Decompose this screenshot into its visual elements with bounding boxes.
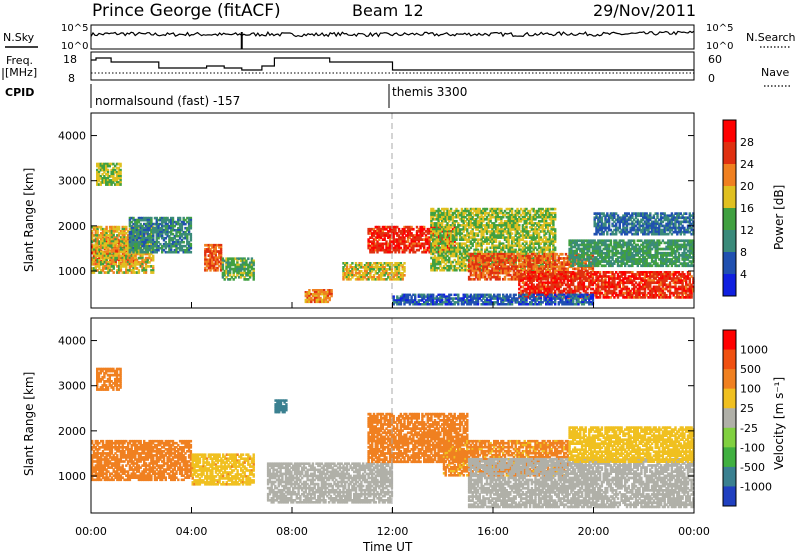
power-cell xyxy=(472,245,474,248)
power-cell xyxy=(452,242,454,245)
noise-right-tick-bottom: 10^0 xyxy=(706,41,733,52)
power-cell xyxy=(183,241,185,244)
power-cell xyxy=(190,251,192,254)
power-cell xyxy=(554,240,556,243)
noise-trace xyxy=(91,31,694,49)
power-cell xyxy=(113,271,115,274)
power-cell xyxy=(190,247,192,250)
power-cell xyxy=(489,259,491,262)
freq-trace xyxy=(91,58,694,73)
power-cell xyxy=(247,257,249,260)
cpid-label: CPID xyxy=(5,86,34,99)
noise-sky-line xyxy=(91,31,694,36)
freq-tick-bottom: 8 xyxy=(68,72,75,85)
power-cell xyxy=(477,234,479,237)
power-cell xyxy=(403,270,405,273)
power-cell xyxy=(402,278,404,281)
power-cell xyxy=(554,249,556,252)
beam-title: Beam 12 xyxy=(352,1,424,20)
freq-step-line xyxy=(91,58,694,70)
power-cell xyxy=(119,165,121,168)
cpid-mode-themis: themis 3300 xyxy=(392,85,467,99)
freq-label-line2: [MHz] xyxy=(5,66,37,79)
noise-search-label: N.Search xyxy=(746,31,796,44)
nave-label: Nave xyxy=(761,66,789,79)
power-cell xyxy=(403,262,405,265)
power-cell xyxy=(138,271,140,274)
power-cell xyxy=(253,278,255,281)
freq-tick-top: 18 xyxy=(63,53,77,66)
power-cell xyxy=(515,259,517,262)
noise-right-tick-top: 10^5 xyxy=(706,23,733,34)
noise-left-tick-top: 10^5 xyxy=(61,23,88,34)
power-cell xyxy=(119,183,121,186)
power-cell xyxy=(498,278,500,281)
noise-panel-frame xyxy=(91,25,694,49)
power-cell xyxy=(561,253,563,256)
date-title: 29/Nov/2011 xyxy=(593,1,696,20)
power-cell xyxy=(152,271,154,274)
power-cell xyxy=(486,208,488,211)
station-title: Prince George (fitACF) xyxy=(92,1,281,21)
power-cell xyxy=(190,227,192,230)
power-cell xyxy=(145,271,147,274)
power-cell xyxy=(403,274,405,277)
noise-left-tick-bottom: 10^0 xyxy=(61,41,88,52)
power-cell xyxy=(504,278,506,281)
power-cell xyxy=(253,264,255,267)
cpid-mode-normalsound: normalsound (fast) -157 xyxy=(95,94,240,108)
power-cell xyxy=(330,295,332,298)
power-cell xyxy=(190,239,192,242)
power-cell xyxy=(351,262,353,265)
power-cell xyxy=(533,279,535,282)
power-cell xyxy=(116,240,118,243)
nave-tick-bottom: 0 xyxy=(708,72,715,85)
power-cell xyxy=(398,251,400,254)
power-cell xyxy=(412,228,414,231)
power-cell xyxy=(495,240,497,243)
power-cell xyxy=(152,259,154,262)
nave-tick-top: 60 xyxy=(708,53,722,66)
power-cell xyxy=(511,232,513,235)
noise-sky-label: N.Sky xyxy=(3,31,35,44)
power-cell xyxy=(554,218,556,221)
power-cell xyxy=(554,208,556,211)
power-cell xyxy=(113,267,115,270)
power-cell xyxy=(136,251,138,254)
power-cell xyxy=(329,299,331,302)
power-cell xyxy=(455,238,457,241)
power-cell xyxy=(216,269,218,272)
